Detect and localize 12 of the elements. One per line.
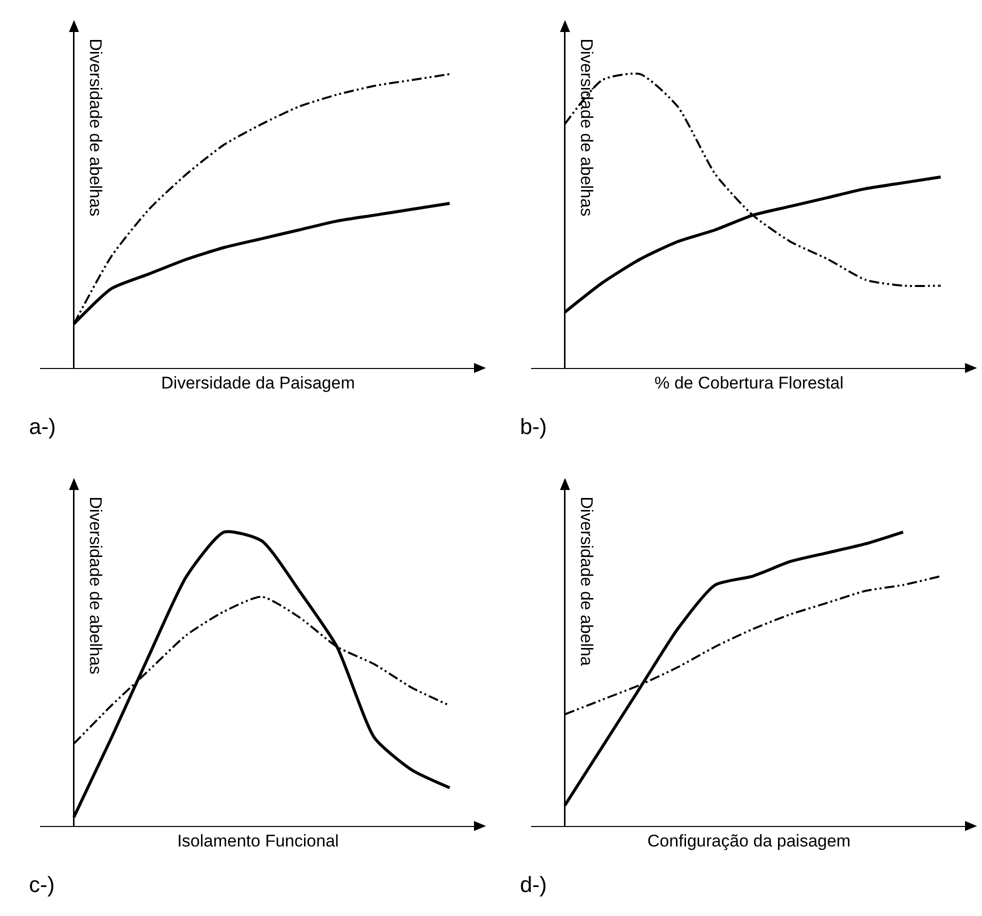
text: d-)	[520, 872, 547, 897]
text: a-)	[29, 414, 56, 439]
y-axis-title: Diversidade de abelhas	[86, 38, 105, 216]
text: c-)	[29, 872, 55, 897]
y-axis-title: Diversidade de abelhas	[86, 496, 105, 674]
y-axis-title: Diversidade de abelhas	[576, 38, 596, 216]
x-axis-title: Diversidade da Paisagem	[161, 373, 355, 392]
text: b-)	[520, 414, 547, 439]
y-axis-title: Diversidade de abelha	[576, 496, 596, 666]
x-axis-title: % de Cobertura Florestal	[654, 373, 844, 392]
x-axis-title: Isolamento Funcional	[177, 831, 339, 850]
x-axis-title: Configuração da paisagem	[647, 831, 851, 850]
